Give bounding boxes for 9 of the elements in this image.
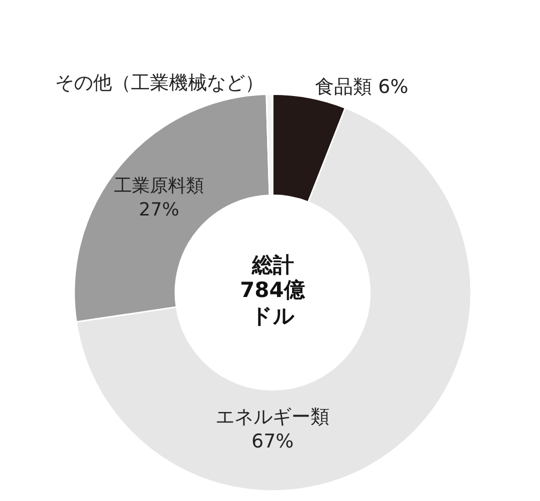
data-label: 67% xyxy=(251,430,294,453)
slice-label: 工業原料類 xyxy=(114,176,204,197)
data-label: 27% xyxy=(138,199,180,220)
slice-label: その他（工業機械など） xyxy=(55,72,264,94)
text: ドル xyxy=(251,304,295,328)
text: 784億 xyxy=(240,278,306,302)
slice-label: エネルギー類 xyxy=(216,406,330,428)
slice-label: 食品類 6% xyxy=(315,76,408,98)
text: 総計 xyxy=(251,253,294,277)
